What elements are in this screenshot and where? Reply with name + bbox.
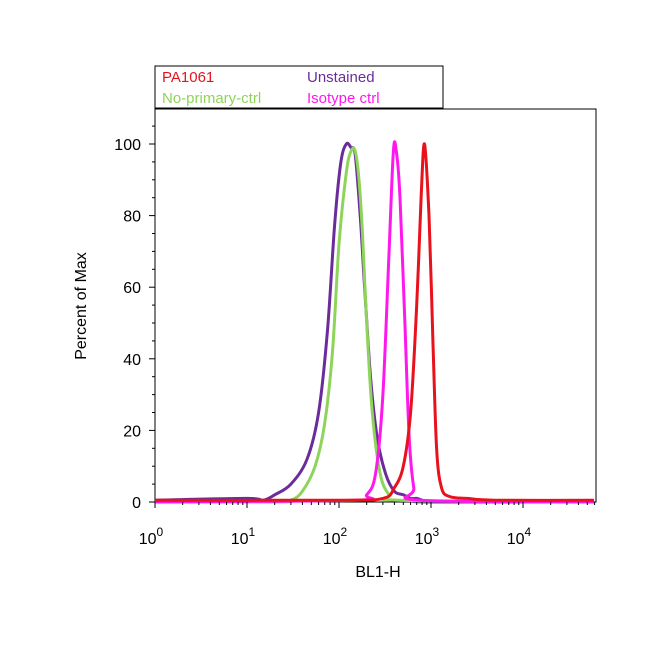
x-tick-label: 103 <box>415 525 440 548</box>
x-tick-label: 102 <box>323 525 348 548</box>
x-tick-label: 104 <box>507 525 532 548</box>
x-tick-label: 101 <box>231 525 256 548</box>
y-axis-title: Percent of Max <box>73 252 90 360</box>
y-tick-label: 0 <box>132 495 141 512</box>
series-line-pa1061 <box>154 142 595 502</box>
x-tick-label: 100 <box>139 525 164 548</box>
y-tick-label: 60 <box>123 280 141 297</box>
legend-entry: No-primary-ctrl <box>162 90 261 107</box>
series-line-isotype-ctrl <box>154 140 595 504</box>
y-tick-label: 40 <box>123 352 141 369</box>
y-tick-label: 80 <box>123 209 141 226</box>
y-tick-label: 100 <box>114 137 141 154</box>
legend: PA1061 No-primary-ctrl Unstained Isotype ct… <box>154 65 444 109</box>
y-axis: 0 20 40 60 80 100 <box>114 125 155 512</box>
legend-entry: Unstained <box>307 69 375 86</box>
x-axis-title: BL1-H <box>355 564 400 581</box>
series-layer <box>154 140 595 504</box>
series-line-no-primary-ctrl <box>155 146 595 504</box>
legend-entry: PA1061 <box>162 69 214 86</box>
y-tick-label: 20 <box>123 423 141 440</box>
x-axis: 100 101 102 103 104 <box>139 502 596 548</box>
legend-box <box>154 65 444 109</box>
legend-entry: Isotype ctrl <box>307 90 380 107</box>
